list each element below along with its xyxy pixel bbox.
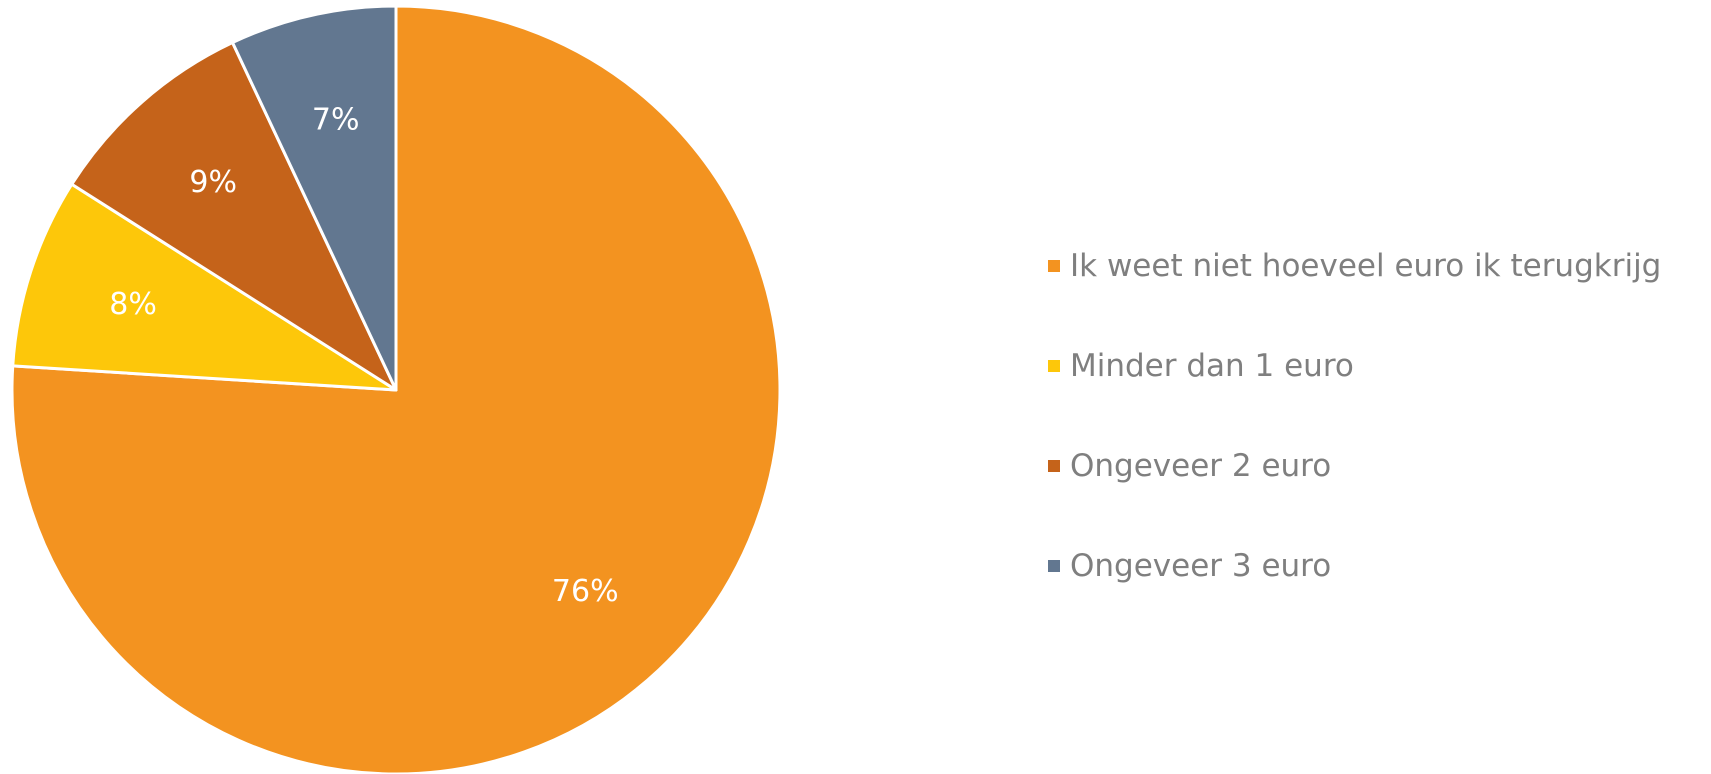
legend-label: Ongeveer 3 euro bbox=[1070, 548, 1332, 584]
legend-label: Minder dan 1 euro bbox=[1070, 348, 1354, 384]
slice-data-label: 9% bbox=[189, 165, 237, 200]
legend-swatch bbox=[1048, 360, 1060, 372]
slice-data-label: 8% bbox=[109, 287, 157, 322]
legend-item: Ongeveer 2 euro bbox=[1048, 436, 1661, 496]
legend-item: Ik weet niet hoeveel euro ik terugkrijg bbox=[1048, 236, 1661, 296]
chart-legend: Ik weet niet hoeveel euro ik terugkrijg … bbox=[1048, 236, 1661, 636]
pie-slice bbox=[11, 182, 398, 392]
legend-swatch bbox=[1048, 460, 1060, 472]
legend-swatch bbox=[1048, 260, 1060, 272]
slice-data-label: 76% bbox=[552, 574, 619, 609]
legend-item: Ongeveer 3 euro bbox=[1048, 536, 1661, 596]
legend-swatch bbox=[1048, 560, 1060, 572]
legend-label: Ongeveer 2 euro bbox=[1070, 448, 1332, 484]
legend-item: Minder dan 1 euro bbox=[1048, 336, 1661, 396]
slice-data-label: 7% bbox=[312, 103, 360, 138]
pie-slice bbox=[231, 4, 398, 392]
legend-label: Ik weet niet hoeveel euro ik terugkrijg bbox=[1070, 248, 1662, 284]
pie-slice bbox=[70, 41, 398, 392]
